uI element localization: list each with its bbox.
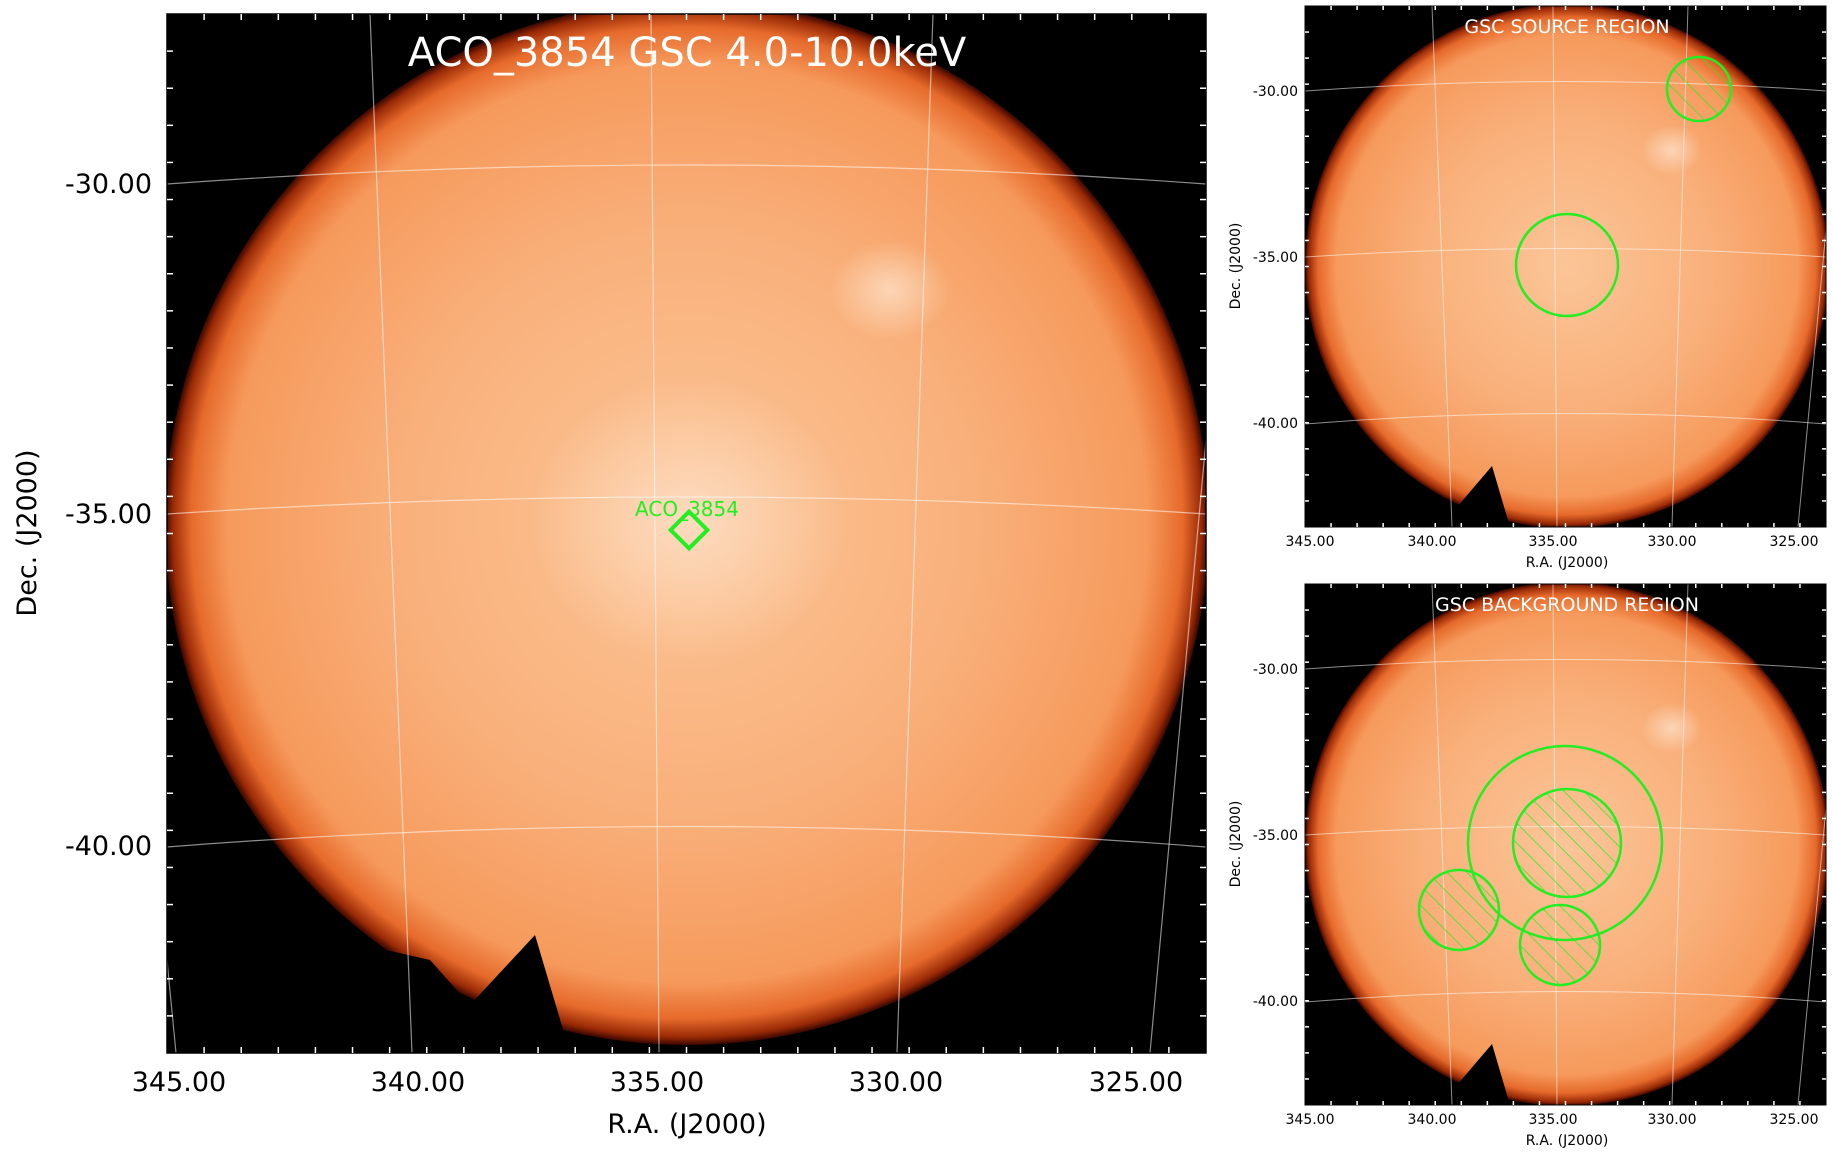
background-x-tick-label: 340.00 (1408, 1112, 1457, 1128)
source-y-tick-label: -35.00 (1253, 250, 1298, 266)
main-bright-patch (830, 240, 950, 340)
source-x-tick-label: 330.00 (1648, 534, 1697, 550)
source-x-tick-label: 335.00 (1529, 534, 1578, 550)
source-x-tick-label: 340.00 (1408, 534, 1457, 550)
background-excluded-source (1518, 903, 1602, 987)
background-x-axis-label: R.A. (J2000) (1526, 1133, 1609, 1149)
source-bright-patch (1642, 125, 1702, 175)
background-minor-ticks (1305, 584, 1826, 1105)
background-x-tick-label: 335.00 (1529, 1112, 1578, 1128)
background-y-tick-label: -30.00 (1253, 662, 1298, 678)
main-y-axis-label: Dec. (J2000) (12, 449, 43, 616)
background-x-tick-label: 325.00 (1770, 1112, 1819, 1128)
main-x-tick-label: 330.00 (849, 1067, 943, 1098)
aco3854-marker[interactable]: ACO_3854 (635, 497, 739, 552)
background-image (1305, 584, 1826, 1105)
main-central-glow (530, 380, 850, 660)
main-x-axis-label: R.A. (J2000) (607, 1109, 766, 1140)
background-y-tick-label: -35.00 (1253, 828, 1298, 844)
background-panel-title: GSC BACKGROUND REGION (1435, 594, 1699, 616)
main-x-tick-label: 345.00 (132, 1067, 226, 1098)
source-y-axis-label: Dec. (J2000) (1228, 223, 1244, 310)
main-minor-ticks (167, 14, 1206, 1053)
background-excluded-source (1417, 868, 1501, 952)
source-image (1305, 6, 1826, 527)
background-y-tick-label: -40.00 (1253, 994, 1298, 1010)
main-panel: ACO_3854 ACO_3854 GSC 4.0-10.0keV -30.00… (12, 13, 1207, 1140)
source-extraction-circle (1514, 212, 1620, 318)
source-x-tick-label: 345.00 (1286, 534, 1335, 550)
source-x-axis-label: R.A. (J2000) (1526, 555, 1609, 571)
main-x-tick-label: 335.00 (610, 1067, 704, 1098)
main-x-tick-label: 340.00 (371, 1067, 465, 1098)
source-panel-title: GSC SOURCE REGION (1464, 16, 1669, 38)
source-coordinate-grid (1305, 6, 1826, 527)
source-y-tick-label: -30.00 (1253, 84, 1298, 100)
diamond-marker-icon (667, 508, 711, 552)
main-shadow-notch (167, 900, 570, 1053)
source-name-label: ACO_3854 (635, 497, 739, 521)
source-detector-disk (1305, 6, 1826, 527)
main-y-tick-label: -35.00 (65, 499, 152, 530)
background-bright-patch (1642, 703, 1702, 753)
background-coordinate-grid (1305, 584, 1826, 1105)
main-coordinate-grid (167, 14, 1206, 1053)
main-y-tick-label: -40.00 (65, 831, 152, 862)
source-region-panel: GSC SOURCE REGION -30.00 -35.00 -40.00 3… (1228, 5, 1827, 571)
background-x-tick-label: 330.00 (1648, 1112, 1697, 1128)
main-image: ACO_3854 (167, 14, 1206, 1053)
source-shadow-notch (1305, 466, 1510, 527)
background-y-axis-label: Dec. (J2000) (1228, 801, 1244, 888)
background-region-panel: GSC BACKGROUND REGION -30.00 -35.00 -40.… (1228, 583, 1827, 1149)
main-title: ACO_3854 GSC 4.0-10.0keV (408, 30, 967, 76)
main-y-tick-label: -30.00 (65, 169, 152, 200)
source-x-tick-label: 325.00 (1770, 534, 1819, 550)
source-minor-ticks (1305, 6, 1826, 527)
background-shadow-notch (1305, 1044, 1510, 1105)
source-y-tick-label: -40.00 (1253, 416, 1298, 432)
background-excluded-center (1511, 787, 1623, 899)
source-hatched-region (1665, 55, 1733, 123)
main-x-tick-label: 325.00 (1089, 1067, 1183, 1098)
background-x-tick-label: 345.00 (1286, 1112, 1335, 1128)
